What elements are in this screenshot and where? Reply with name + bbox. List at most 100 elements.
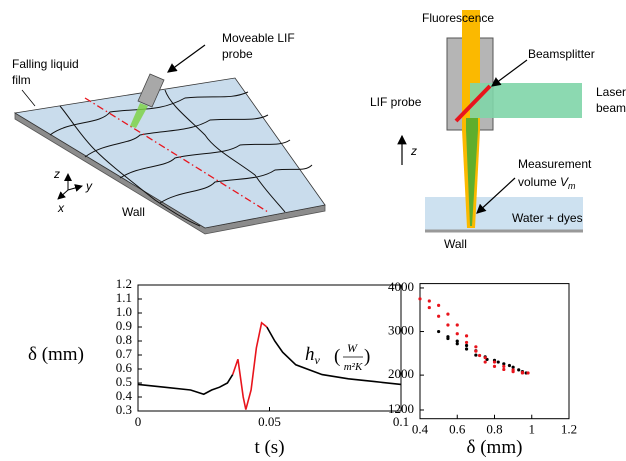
x-tick-label: 0.05 xyxy=(258,414,281,429)
label: Measurement xyxy=(518,157,592,171)
label: z xyxy=(410,144,417,158)
leader xyxy=(21,89,36,107)
y-tick-label: 1.1 xyxy=(116,290,132,305)
point xyxy=(446,312,450,316)
y-tick-label: 2000 xyxy=(388,366,414,381)
point xyxy=(446,323,450,327)
point xyxy=(427,299,431,303)
label: beam xyxy=(596,101,626,115)
point xyxy=(437,314,441,318)
probe-diagram: Fluorescence Beamsplitter Laser beam LIF… xyxy=(370,10,626,251)
point xyxy=(464,347,469,351)
x-tick-label: 0.6 xyxy=(449,422,466,437)
point xyxy=(492,360,497,364)
point xyxy=(478,353,482,358)
y-tick-label: 0.5 xyxy=(116,374,132,389)
label-part: m²K xyxy=(344,361,363,373)
label: LIF probe xyxy=(370,95,422,109)
label-part: m xyxy=(568,181,576,191)
water xyxy=(425,197,583,230)
point xyxy=(517,368,521,372)
x-tick-label: 1.2 xyxy=(561,422,577,437)
label: Wall xyxy=(444,237,467,251)
y-axis-label: δ (mm) xyxy=(28,344,84,365)
point xyxy=(496,360,500,364)
x-tick-label: 0 xyxy=(135,414,142,429)
point xyxy=(455,323,459,327)
streak xyxy=(59,105,201,227)
plot-frame xyxy=(137,284,402,412)
x-tick-label: 0.8 xyxy=(486,422,502,437)
x-tick-label: 0.1 xyxy=(393,414,409,429)
point xyxy=(437,303,441,307)
label: Beamsplitter xyxy=(528,47,595,61)
measurement-cone xyxy=(466,118,478,226)
point xyxy=(502,364,506,369)
point xyxy=(511,365,515,369)
point xyxy=(507,363,511,368)
label: x xyxy=(57,201,65,215)
point xyxy=(483,356,487,360)
label-part: h xyxy=(305,344,315,365)
plot-frame xyxy=(419,283,570,420)
point xyxy=(502,367,506,372)
crest xyxy=(119,139,291,179)
x-tick-label: 1 xyxy=(529,422,536,437)
label: Water + dyes xyxy=(512,211,583,225)
beamsplitter xyxy=(454,84,492,123)
label: Moveable LIF xyxy=(222,31,295,45)
label-part: W xyxy=(347,341,358,355)
point xyxy=(502,362,506,366)
label: volume Vm xyxy=(518,175,576,191)
label: Falling liquid xyxy=(12,57,79,71)
point xyxy=(464,334,469,338)
y-tick-label: 0.3 xyxy=(116,402,132,417)
point xyxy=(474,349,478,353)
point xyxy=(511,370,515,374)
crest xyxy=(159,164,313,204)
point xyxy=(455,332,459,336)
label-part: volume xyxy=(518,175,557,189)
x-axis-label: δ (mm) xyxy=(467,437,523,458)
label-part: v xyxy=(315,353,321,367)
streak xyxy=(164,89,286,213)
film-diagram: Falling liquid film Moveable LIF probe W… xyxy=(12,31,326,235)
point xyxy=(492,364,497,369)
y-tick-label: 0.8 xyxy=(116,332,132,347)
arrow xyxy=(491,59,528,87)
label: probe xyxy=(222,47,253,61)
axis-arrow xyxy=(57,189,69,200)
arrow xyxy=(167,44,206,73)
point xyxy=(474,345,478,349)
y-tick-label: 1200 xyxy=(388,401,414,416)
y-tick-label: 0.4 xyxy=(116,388,133,403)
point xyxy=(455,342,459,346)
paren: ) xyxy=(364,346,370,367)
point xyxy=(464,340,469,345)
wave-crests xyxy=(49,89,313,227)
probe-beam xyxy=(130,103,148,128)
axes-glyph xyxy=(57,173,83,200)
point xyxy=(474,353,478,357)
crest xyxy=(49,91,249,136)
y-tick-label: 0.7 xyxy=(116,346,133,361)
y-tick-label: 0.6 xyxy=(116,360,133,375)
point xyxy=(455,339,459,343)
x-axis-label: t (s) xyxy=(254,437,284,458)
arrow xyxy=(476,177,516,214)
axis-arrow xyxy=(67,184,83,192)
centerline xyxy=(84,97,269,213)
x-tick-label: 0.4 xyxy=(412,422,429,437)
y-tick-label: 0.9 xyxy=(116,318,132,333)
y-axis-label: hv xyxy=(305,344,321,367)
line xyxy=(231,321,268,410)
label: Laser xyxy=(596,85,626,99)
point xyxy=(427,305,431,310)
point xyxy=(446,336,450,341)
point xyxy=(483,360,487,364)
crest xyxy=(84,114,269,158)
label: Wall xyxy=(122,205,145,219)
label: y xyxy=(85,179,93,193)
point xyxy=(464,343,469,348)
